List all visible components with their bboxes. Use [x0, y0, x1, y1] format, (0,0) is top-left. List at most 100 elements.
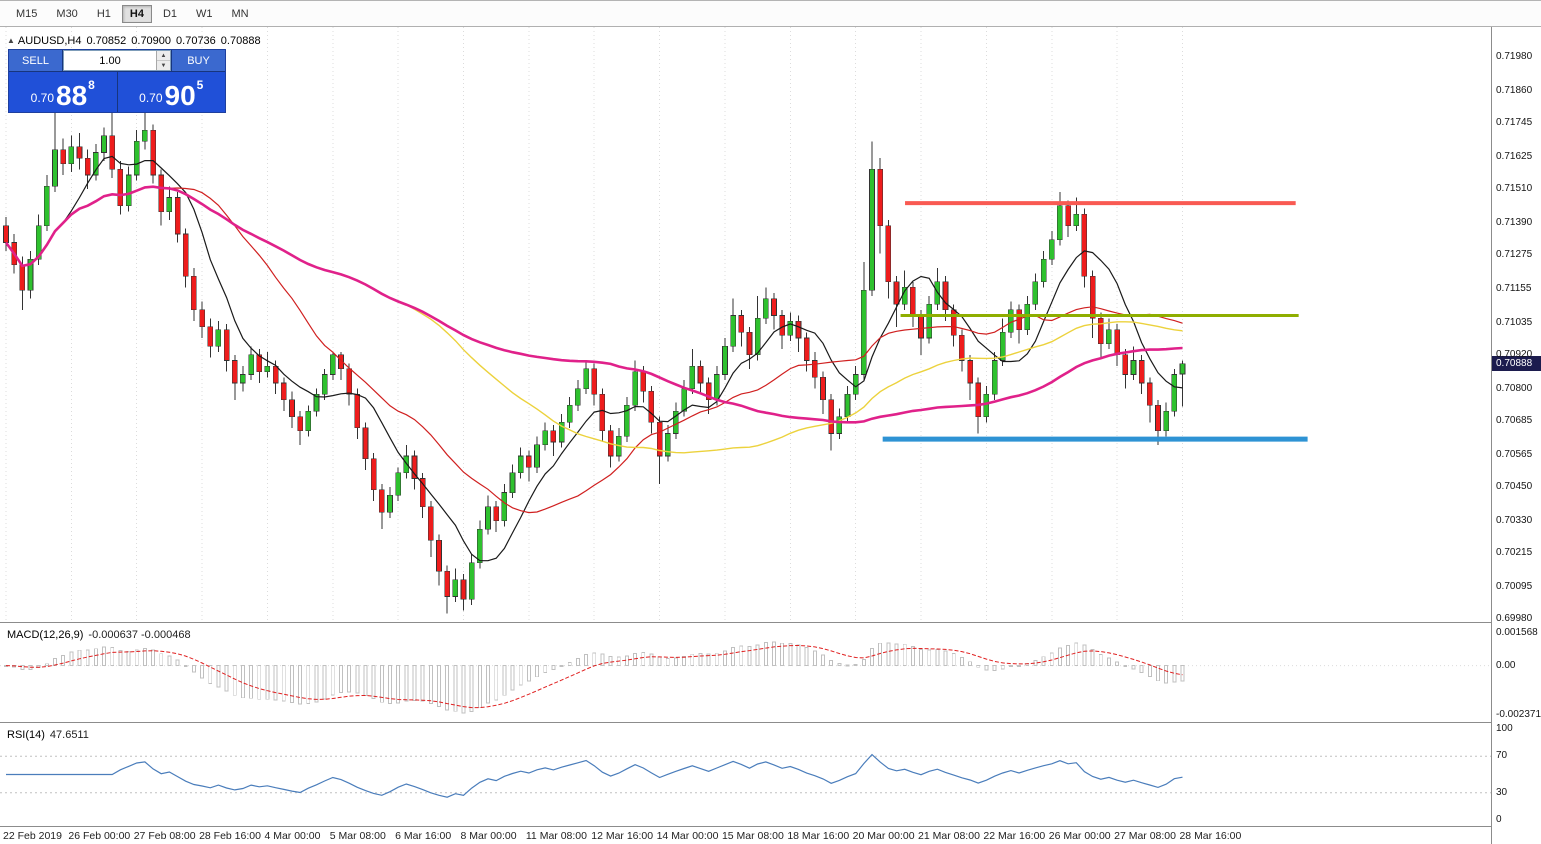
candle-up	[1032, 273, 1039, 310]
candle-up	[1163, 402, 1169, 437]
time-axis-label: 26 Mar 00:00	[1048, 830, 1111, 842]
buy-price[interactable]: 0.70 90 5	[117, 72, 225, 112]
candle-down	[550, 425, 557, 457]
price-scale-label: 0.71275	[1496, 249, 1533, 261]
timeframe-button-mn[interactable]: MN	[224, 5, 257, 23]
candle-up	[852, 366, 859, 400]
time-axis[interactable]: 22 Feb 2019 26 Feb 00:00 27 Feb 08:00 28 Fe…	[0, 827, 1491, 844]
timeframe-button-m15[interactable]: M15	[8, 5, 45, 23]
candle-down	[967, 354, 973, 400]
time-axis-label: 15 Mar 08:00	[721, 830, 784, 842]
candle-up	[509, 464, 516, 499]
time-axis-label: 21 Mar 08:00	[918, 830, 980, 842]
candle-up	[861, 262, 867, 381]
candle-down	[346, 363, 352, 406]
macd-scale-label: 0.00	[1496, 659, 1516, 671]
timeframe-button-d1[interactable]: D1	[155, 5, 185, 23]
candle-down	[150, 124, 156, 184]
candle-down	[893, 276, 900, 327]
symbol-label: AUDUSD,H4	[17, 35, 82, 47]
volume-spinner[interactable]: ▲ ▼	[156, 51, 170, 70]
candle-up	[1040, 250, 1047, 288]
rsi-title: RSI(14) 47.6511	[7, 729, 89, 741]
candle-up	[44, 175, 50, 232]
candle-up	[403, 444, 410, 479]
candle-down	[1122, 349, 1129, 389]
candlestick-chart[interactable]	[0, 27, 1491, 622]
sell-price-big: 88	[56, 80, 88, 112]
candle-up	[264, 352, 271, 378]
candle-up	[321, 368, 328, 400]
candle-down	[1138, 354, 1145, 395]
time-axis-label: 26 Feb 00:00	[68, 830, 131, 842]
candle-up	[1171, 368, 1178, 417]
ma-line-8	[5, 155, 1183, 562]
time-axis-label: 5 Mar 08:00	[329, 830, 386, 842]
timeframe-toolbar: M15 M30 H1 H4 D1 W1 MN	[0, 1, 1541, 27]
price-scale-label: 0.69980	[1496, 613, 1533, 624]
candle-down	[1114, 323, 1120, 367]
candle-down	[1089, 270, 1096, 338]
candle-down	[182, 228, 189, 288]
time-axis-label: 22 Mar 16:00	[983, 830, 1046, 842]
candle-down	[599, 388, 606, 442]
candle-down	[223, 323, 230, 372]
price-scale-label: 0.71510	[1496, 183, 1533, 195]
volume-input[interactable]: 1.00 ▲ ▼	[63, 50, 171, 71]
candle-up	[517, 447, 524, 479]
timeframe-button-h4[interactable]: H4	[121, 4, 152, 23]
candle-down	[795, 315, 802, 353]
macd-values: -0.000637 -0.000468	[88, 629, 191, 641]
candle-up	[534, 436, 540, 473]
price-scale[interactable]: 0.70888 0.71980 0.71860 0.71745 0.71625 0.71…	[1491, 27, 1541, 844]
candle-down	[76, 132, 83, 170]
time-axis-label: 22 Feb 2019	[3, 830, 62, 842]
macd-signal-line	[5, 644, 1183, 709]
collapse-triangle-icon[interactable]: ▲	[7, 36, 15, 45]
ohlc-open: 0.70852	[86, 35, 127, 47]
price-scale-label: 0.71155	[1496, 282, 1532, 294]
candles-layer	[3, 107, 1186, 614]
rsi-panel: RSI(14) 47.6511	[0, 723, 1491, 827]
candle-down	[942, 276, 949, 322]
candle-up	[999, 318, 1006, 367]
rsi-chart[interactable]	[0, 723, 1491, 826]
sell-price-small: 0.70	[30, 91, 54, 105]
candle-up	[1106, 318, 1112, 350]
candle-up	[395, 467, 401, 501]
timeframe-button-w1[interactable]: W1	[188, 5, 221, 23]
candle-down	[280, 377, 287, 412]
sell-price[interactable]: 0.70 88 8	[9, 72, 117, 112]
candle-down	[1065, 200, 1071, 237]
rsi-scale-label: 30	[1496, 786, 1508, 798]
candle-up	[313, 388, 320, 417]
candle-down	[959, 329, 965, 372]
ohlc-high: 0.70900	[131, 35, 172, 47]
candle-down	[1147, 377, 1153, 423]
candle-down	[526, 450, 532, 482]
candle-up	[787, 312, 794, 341]
macd-chart[interactable]	[0, 623, 1491, 722]
candle-down	[231, 354, 238, 400]
sell-button[interactable]: SELL	[9, 50, 62, 71]
price-scale-label: 0.71860	[1496, 84, 1533, 96]
candle-down	[697, 360, 704, 395]
rsi-scale-label: 100	[1496, 723, 1513, 734]
candle-down	[60, 138, 66, 176]
price-scale-label: 0.71745	[1496, 117, 1533, 129]
candle-up	[575, 380, 581, 412]
candle-down	[746, 326, 753, 369]
candle-down	[1081, 208, 1088, 288]
candle-up	[754, 295, 761, 361]
timeframe-button-h1[interactable]: H1	[89, 5, 119, 23]
current-price-badge: 0.70888	[1492, 355, 1541, 371]
spinner-down-icon[interactable]: ▼	[157, 61, 170, 70]
spinner-up-icon[interactable]: ▲	[157, 51, 170, 61]
buy-button[interactable]: BUY	[172, 50, 225, 71]
candle-up	[93, 144, 99, 181]
timeframe-button-m30[interactable]: M30	[48, 5, 85, 23]
candle-down	[419, 472, 426, 518]
time-axis-label: 27 Mar 08:00	[1114, 830, 1176, 842]
candle-up	[689, 349, 696, 395]
